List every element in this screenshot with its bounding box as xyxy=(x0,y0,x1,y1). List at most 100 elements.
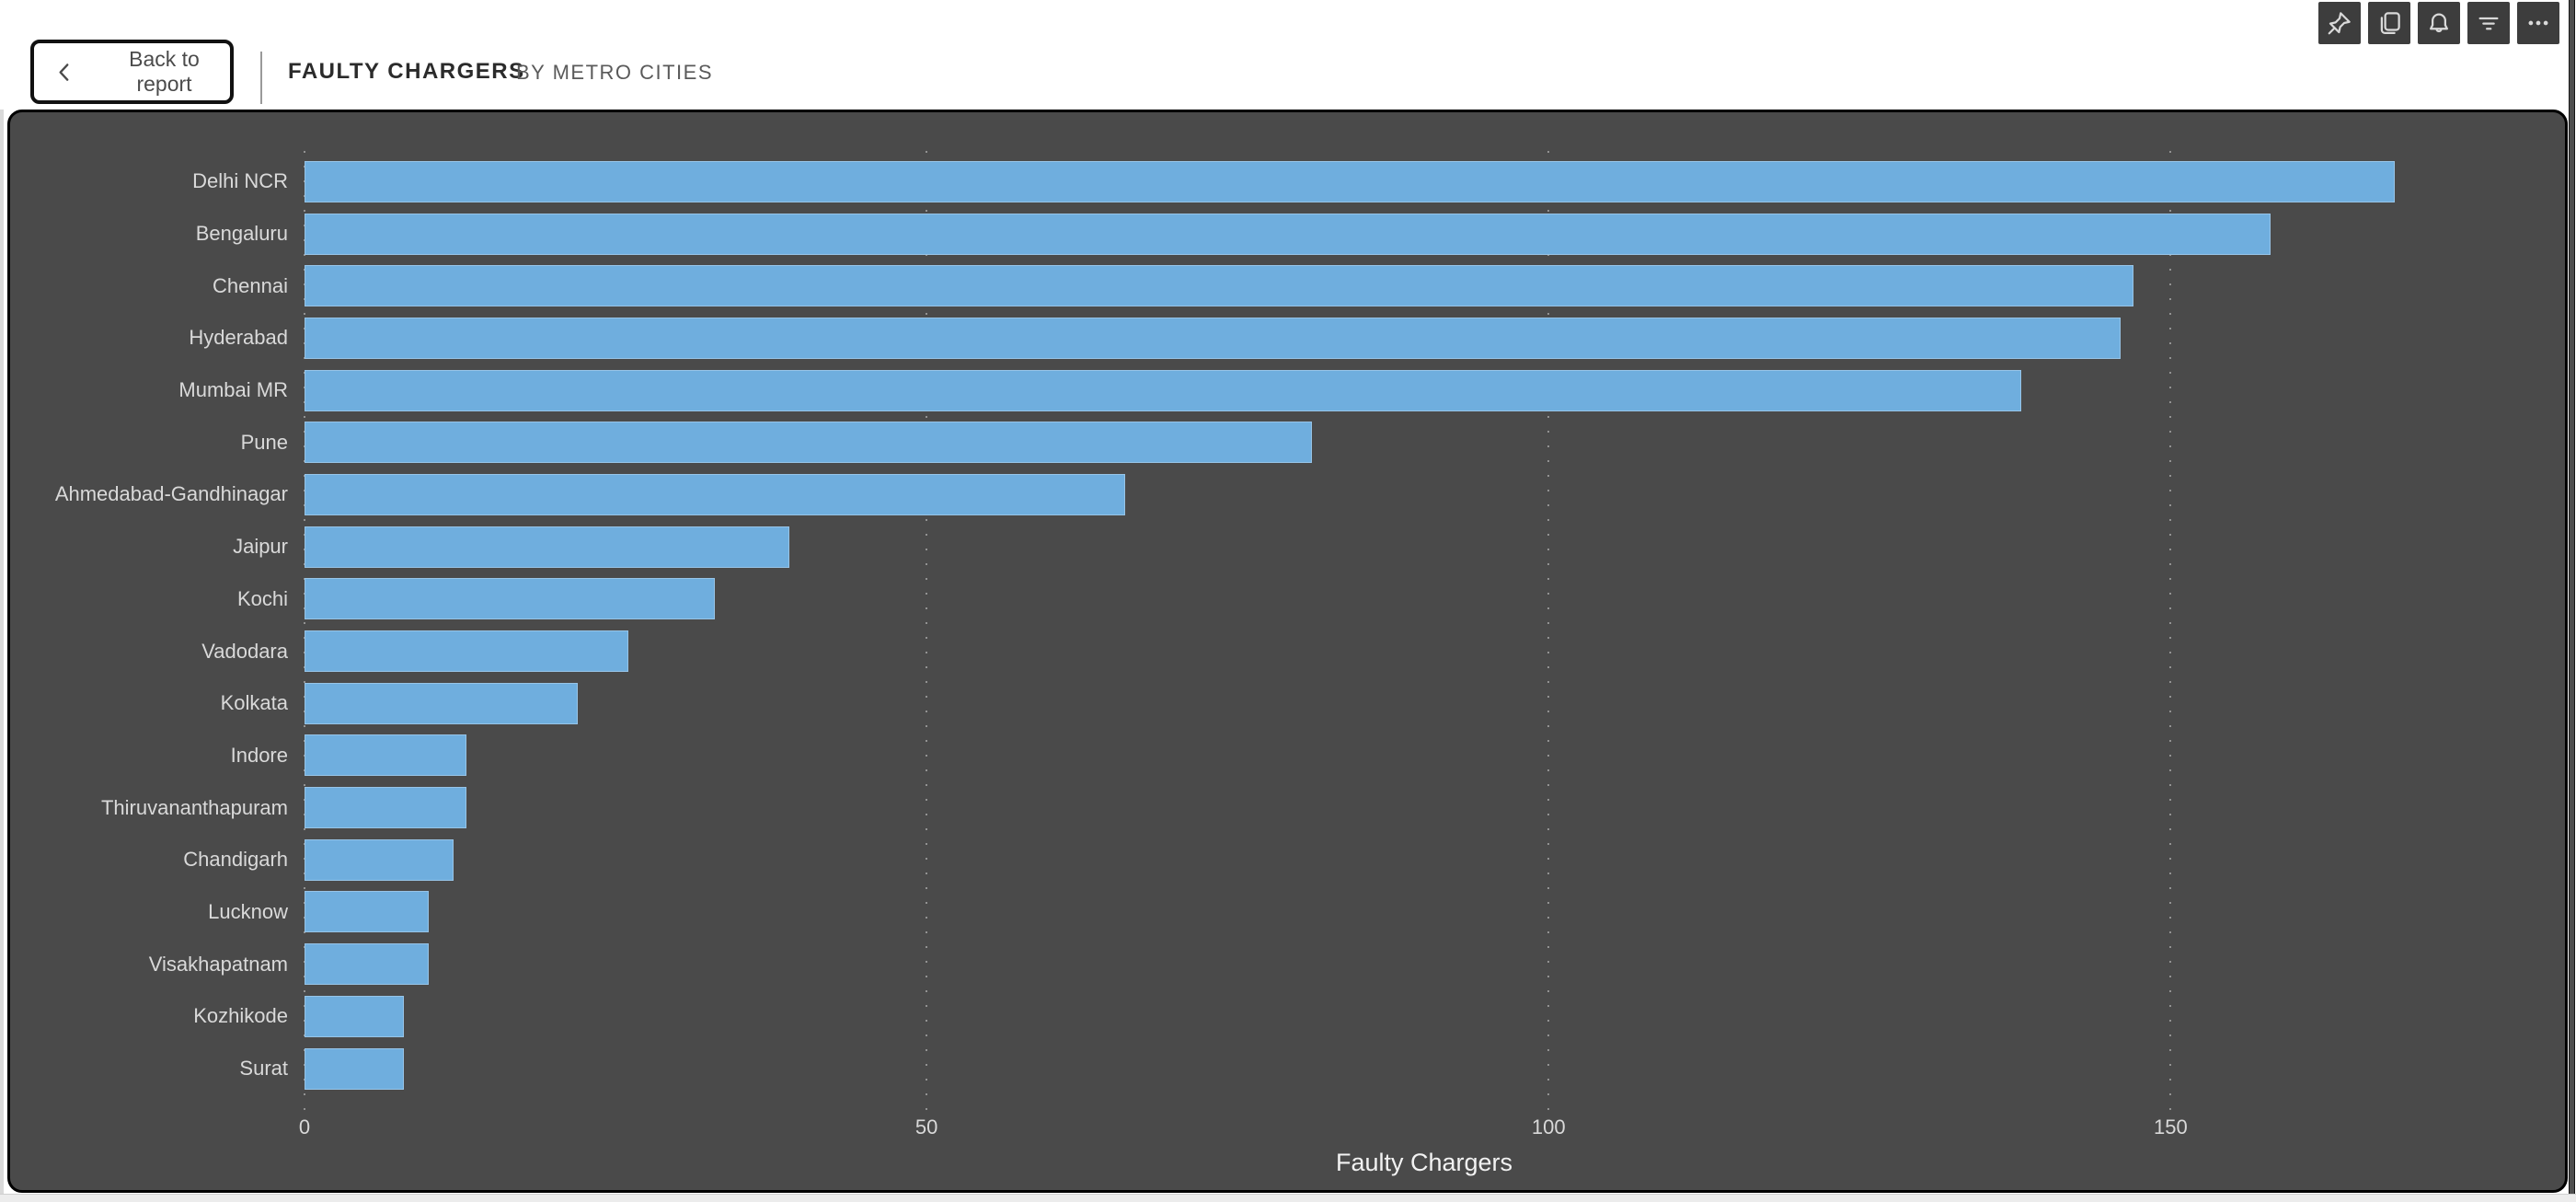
chart-row: Chennai xyxy=(10,260,2565,312)
chart-row: Lucknow xyxy=(10,886,2565,939)
bar-track xyxy=(305,630,2544,673)
category-label: Ahmedabad-Gandhinagar xyxy=(54,482,288,506)
bell-icon xyxy=(2425,9,2453,37)
x-tick-label: 150 xyxy=(2153,1115,2188,1138)
bar-track xyxy=(305,838,2544,881)
category-label: Hyderabad xyxy=(189,326,288,350)
bar-track xyxy=(305,995,2544,1037)
bar[interactable] xyxy=(305,213,2271,255)
bar-track xyxy=(305,422,2544,464)
x-axis-ticks: 0 50 100 150 xyxy=(299,1115,2544,1145)
header-toolbar xyxy=(2318,2,2559,44)
chart-row: Kolkata xyxy=(10,677,2565,730)
bar[interactable] xyxy=(305,578,716,620)
category-label: Lucknow xyxy=(208,899,288,923)
category-label: Kozhikode xyxy=(193,1004,288,1028)
chart-row: Indore xyxy=(10,730,2565,782)
bar-track xyxy=(305,734,2544,777)
category-label: Kolkata xyxy=(220,691,288,715)
bar[interactable] xyxy=(305,265,2133,307)
filter-icon xyxy=(2475,9,2502,37)
chart-row: Thiruvananthapuram xyxy=(10,781,2565,834)
chart-row: Bengaluru xyxy=(10,208,2565,260)
copy-icon xyxy=(2375,9,2403,37)
bar-track xyxy=(305,213,2544,255)
bar[interactable] xyxy=(305,734,466,777)
chart-row: Kochi xyxy=(10,573,2565,626)
bar-track xyxy=(305,473,2544,515)
bar-track xyxy=(305,265,2544,307)
bar-track xyxy=(305,943,2544,986)
bar[interactable] xyxy=(305,891,430,933)
bar[interactable] xyxy=(305,838,454,881)
x-tick-label: 100 xyxy=(1531,1115,1566,1138)
bar[interactable] xyxy=(305,473,1126,515)
bar-track xyxy=(305,369,2544,411)
bar-track xyxy=(305,1047,2544,1090)
copy-visual-button[interactable] xyxy=(2368,2,2410,44)
bar[interactable] xyxy=(305,943,430,986)
bar[interactable] xyxy=(305,160,2395,202)
focus-mode-header: Back to report FAULTY CHARGERS BY METRO … xyxy=(0,0,2576,110)
pin-icon xyxy=(2326,9,2353,37)
bar[interactable] xyxy=(305,1047,405,1090)
bar[interactable] xyxy=(305,787,466,829)
chart-row: Jaipur xyxy=(10,521,2565,573)
category-label: Kochi xyxy=(236,586,288,610)
ellipsis-icon xyxy=(2524,9,2552,37)
category-label: Chandigarh xyxy=(183,848,288,872)
x-tick-label: 50 xyxy=(914,1115,938,1138)
category-label: Vadodara xyxy=(201,639,288,663)
pin-visual-button[interactable] xyxy=(2318,2,2361,44)
chart-row: Chandigarh xyxy=(10,834,2565,886)
bar-track xyxy=(305,160,2544,202)
chart-row: Ahmedabad-Gandhinagar xyxy=(10,468,2565,521)
alerts-button[interactable] xyxy=(2418,2,2460,44)
bar-track xyxy=(305,682,2544,724)
category-label: Indore xyxy=(230,743,288,767)
vertical-scrollbar[interactable] xyxy=(2568,0,2576,1202)
back-to-report-button[interactable]: Back to report xyxy=(30,40,234,104)
category-label: Visakhapatnam xyxy=(148,952,288,976)
chart-row: Visakhapatnam xyxy=(10,938,2565,990)
bar[interactable] xyxy=(305,526,790,568)
bar[interactable] xyxy=(305,369,2022,411)
category-label: Delhi NCR xyxy=(192,169,288,193)
header-divider xyxy=(260,52,262,104)
filters-button[interactable] xyxy=(2467,2,2510,44)
bar-track xyxy=(305,891,2544,933)
back-button-label: Back to report xyxy=(129,47,200,96)
bar-track xyxy=(305,317,2544,359)
page-bottom-strip xyxy=(0,1194,2576,1202)
bar[interactable] xyxy=(305,630,628,673)
chart-row: Vadodara xyxy=(10,625,2565,677)
category-label: Chennai xyxy=(213,273,288,297)
chart-row: Surat xyxy=(10,1043,2565,1095)
chevron-left-icon xyxy=(52,60,76,84)
x-tick-label: 0 xyxy=(298,1115,311,1138)
bar[interactable] xyxy=(305,317,2122,359)
chart-row: Hyderabad xyxy=(10,312,2565,364)
bar-track xyxy=(305,578,2544,620)
category-label: Bengaluru xyxy=(195,222,288,246)
category-label: Mumbai MR xyxy=(178,378,288,402)
bar[interactable] xyxy=(305,995,405,1037)
category-label: Pune xyxy=(240,430,288,454)
scrollbar-thumb[interactable] xyxy=(2569,0,2575,1202)
x-axis-title: Faulty Chargers xyxy=(1335,1149,1513,1176)
chart-row: Delhi NCR xyxy=(10,156,2565,208)
window-left-border xyxy=(0,0,4,1202)
report-subtitle: BY METRO CITIES xyxy=(516,61,714,84)
chart-panel: Delhi NCR Bengaluru Chennai Hyderabad Mumbai… xyxy=(7,110,2568,1193)
category-label: Surat xyxy=(239,1057,288,1081)
more-options-button[interactable] xyxy=(2517,2,2559,44)
bar-track xyxy=(305,526,2544,568)
report-title: FAULTY CHARGERS xyxy=(288,59,525,84)
chart-row: Mumbai MR xyxy=(10,364,2565,417)
category-label: Jaipur xyxy=(233,535,288,559)
bar[interactable] xyxy=(305,682,579,724)
bar-chart: Delhi NCR Bengaluru Chennai Hyderabad Mumbai… xyxy=(10,156,2565,1094)
chart-row: Kozhikode xyxy=(10,990,2565,1043)
bar-track xyxy=(305,787,2544,829)
bar[interactable] xyxy=(305,422,1313,464)
